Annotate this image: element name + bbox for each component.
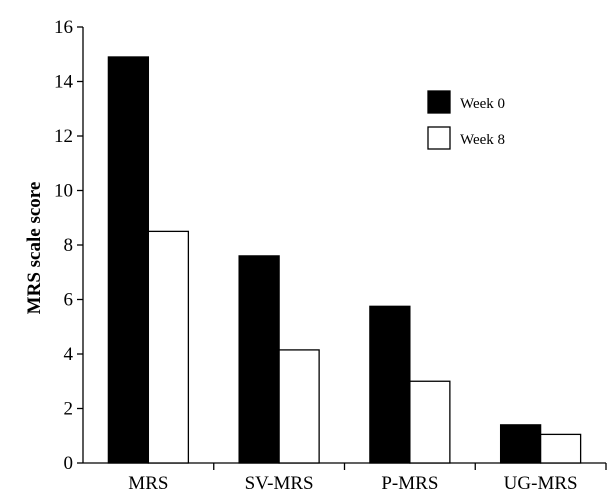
- legend-swatch: [428, 91, 450, 113]
- bar-week-8-ug-mrs: [541, 434, 581, 463]
- y-tick-label: 12: [54, 126, 73, 147]
- bar-week-0-mrs: [108, 57, 148, 463]
- x-category-label: MRS: [128, 473, 168, 494]
- y-tick-label: 16: [54, 17, 73, 38]
- x-category-label: UG-MRS: [504, 473, 578, 494]
- x-axis-labels: MRS SV-MRS P-MRS UG-MRS: [128, 473, 577, 494]
- chart-legend: Week 0 Week 8: [428, 91, 505, 149]
- y-tick-label: 2: [64, 399, 74, 420]
- x-category-label: SV-MRS: [245, 473, 314, 494]
- y-tick-label: 6: [64, 290, 74, 311]
- bar-week-8-sv-mrs: [279, 350, 319, 463]
- legend-swatch: [428, 127, 450, 149]
- y-axis-title: MRS scale score: [24, 182, 45, 315]
- bar-week-0-ug-mrs: [501, 425, 541, 463]
- y-axis-ticks: 0 2 4 6 8 10 12 14 16: [54, 17, 83, 474]
- legend-label: Week 0: [460, 96, 505, 112]
- x-category-label: P-MRS: [381, 473, 438, 494]
- bar-week-0-sv-mrs: [239, 256, 279, 463]
- bar-week-8-p-mrs: [410, 381, 450, 463]
- y-tick-label: 8: [64, 235, 74, 256]
- y-tick-label: 4: [64, 344, 74, 365]
- y-tick-label: 10: [54, 181, 73, 202]
- chart-bars: [108, 57, 580, 463]
- legend-label: Week 8: [460, 132, 505, 148]
- bar-week-0-p-mrs: [370, 306, 410, 463]
- bar-week-8-mrs: [148, 231, 188, 463]
- y-tick-label: 14: [54, 72, 74, 93]
- y-tick-label: 0: [64, 453, 74, 474]
